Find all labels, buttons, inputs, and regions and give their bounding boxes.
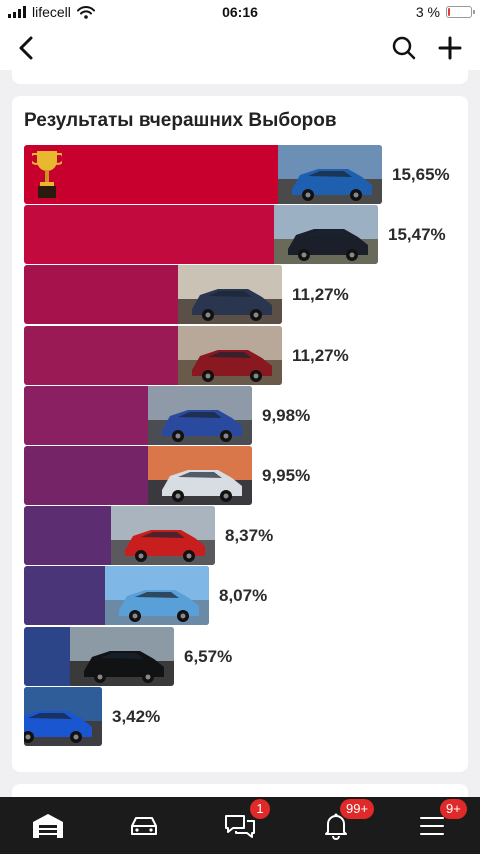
result-percent-label: 9,95% [262,466,311,485]
result-bar[interactable] [24,145,382,204]
car-photo [24,687,102,746]
car-photo-frame [178,326,282,385]
car-photo-frame [105,566,209,625]
result-row[interactable]: 15,47% [24,205,464,264]
menu-icon [420,816,444,835]
menu-badge: 9+ [440,799,467,819]
plus-icon [438,36,462,60]
signal-icon [8,6,26,18]
battery-icon [446,6,475,18]
back-button[interactable] [8,30,44,66]
result-row[interactable]: 11,27% [24,265,464,324]
result-bar[interactable] [24,386,252,445]
tab-messages[interactable]: 1 [192,797,288,854]
trophy-icon [32,151,62,198]
result-percent-label: 8,07% [219,586,268,605]
car-photo [148,446,252,505]
status-bar: lifecell 06:16 3 % [0,0,480,26]
car-photo [148,386,252,445]
notifications-badge: 99+ [340,799,375,819]
result-row[interactable]: 8,37% [24,506,464,565]
chat-icon [225,814,255,838]
previous-card [12,70,468,84]
car-icon [131,816,157,835]
car-photo [111,506,215,565]
car-photo-frame [148,386,252,445]
carrier-name: lifecell [32,4,71,20]
result-bar[interactable] [24,506,215,565]
tab-menu[interactable]: 9+ [384,797,480,854]
car-photo-frame [274,205,378,264]
status-left: lifecell [8,4,95,20]
result-bar[interactable] [24,446,252,505]
result-row[interactable]: 6,57% [24,627,464,686]
result-percent-label: 15,47% [388,225,446,244]
results-card: Результаты вчерашних Выборов 15,65% 15,47… [12,96,468,772]
result-percent-label: 3,42% [112,707,161,726]
result-percent-label: 15,65% [392,165,450,184]
result-percent-label: 8,37% [225,526,274,545]
result-bar[interactable] [24,205,378,264]
tab-garage[interactable] [0,797,96,854]
car-photo [105,566,209,625]
top-bar [0,26,480,70]
tab-notifications[interactable]: 99+ [288,797,384,854]
car-photo-frame [178,265,282,324]
result-bar[interactable] [24,566,209,625]
bell-icon [325,813,347,840]
garage-icon [33,813,63,838]
result-percent-label: 9,98% [262,406,311,425]
car-photo-frame [111,506,215,565]
result-percent-label: 11,27% [292,346,349,365]
result-bar[interactable] [24,687,102,746]
car-photo [178,326,282,385]
result-percent-label: 11,27% [292,285,349,304]
car-photo-frame [278,145,382,204]
result-row[interactable]: 11,27% [24,326,464,385]
car-photo-frame [70,627,174,686]
search-button[interactable] [386,30,422,66]
status-time: 06:16 [222,4,258,20]
tab-cars[interactable] [96,797,192,854]
car-photo [278,145,382,204]
card-title: Результаты вчерашних Выборов [24,110,337,131]
battery-percent: 3 % [415,4,440,20]
result-bar[interactable] [24,627,174,686]
car-photo-frame [24,687,102,746]
result-row[interactable]: 8,07% [24,566,464,625]
messages-badge: 1 [250,799,270,819]
result-percent-label: 6,57% [184,647,233,666]
car-photo [178,265,282,324]
result-bar[interactable] [24,265,282,324]
result-row[interactable]: 9,95% [24,446,464,505]
result-row[interactable]: 3,42% [24,687,464,746]
car-photo-frame [148,446,252,505]
result-row[interactable]: 15,65% [24,145,464,204]
wifi-icon [76,5,95,19]
tab-bar: 1 99+ 9+ [0,797,480,854]
car-photo [274,205,378,264]
chevron-left-icon [19,36,33,60]
battery-level [448,8,450,16]
add-button[interactable] [432,30,468,66]
result-bar[interactable] [24,326,282,385]
result-row[interactable]: 9,98% [24,386,464,445]
search-icon [392,36,416,60]
car-photo [70,627,174,686]
status-right: 3 % [415,4,475,20]
